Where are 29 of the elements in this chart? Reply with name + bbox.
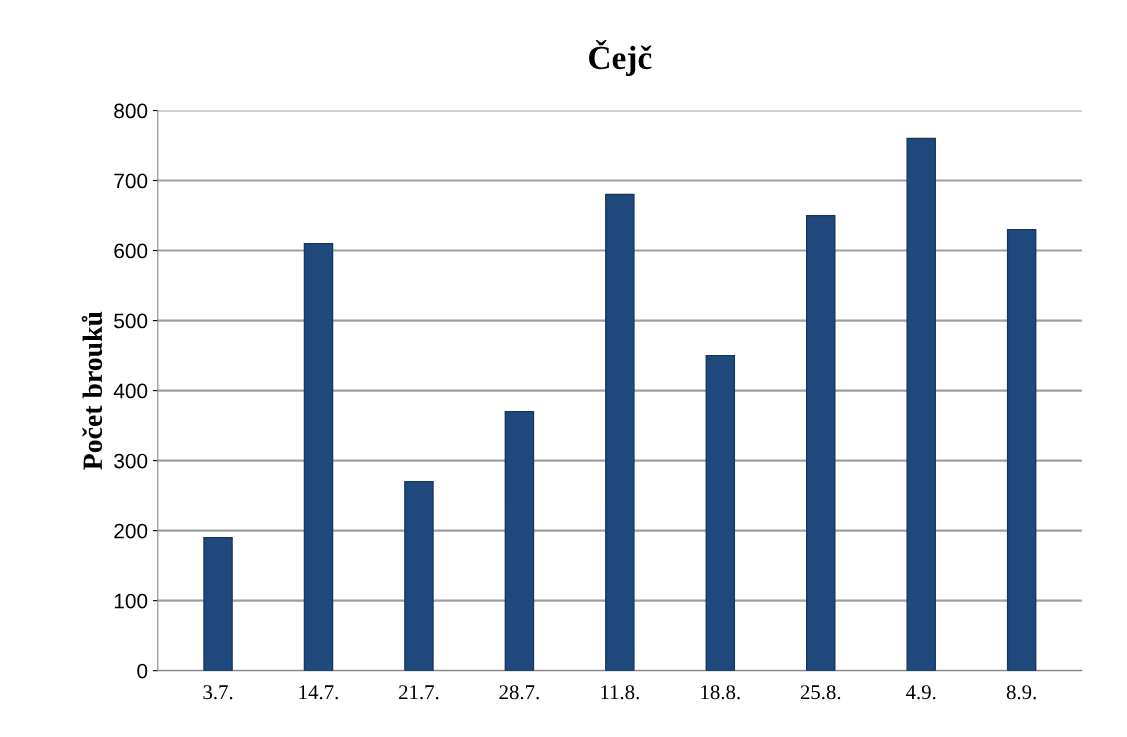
x-tick-label: 11.8. xyxy=(601,685,639,700)
x-tick-label: 3.7. xyxy=(203,685,233,700)
y-tick-label: 400 xyxy=(113,383,148,399)
x-tick-label: 18.8. xyxy=(701,685,740,700)
y-tick-label: 100 xyxy=(114,593,148,609)
y-tick-label: 500 xyxy=(114,313,148,329)
x-tick-label: 14.7. xyxy=(299,685,338,700)
y-axis-title: Počet brouků xyxy=(81,311,103,470)
y-tick-label: 800 xyxy=(114,103,148,119)
bar xyxy=(203,536,233,671)
y-tick-label: 0 xyxy=(137,663,148,679)
bar xyxy=(805,214,836,671)
bar xyxy=(303,242,334,671)
bar xyxy=(705,354,736,671)
bar xyxy=(504,410,535,671)
x-tick-label: 8.9. xyxy=(1006,685,1036,700)
x-tick-label: 21.7. xyxy=(399,685,439,700)
x-tick-label: 4.9. xyxy=(905,685,936,700)
y-tick-label: 200 xyxy=(114,523,148,539)
y-tick-label: 700 xyxy=(114,173,148,189)
x-tick-label: 25.8. xyxy=(800,685,841,700)
chart-title: Čejč xyxy=(589,40,652,76)
y-tick-label: 600 xyxy=(114,243,148,259)
bar xyxy=(605,193,635,671)
bar xyxy=(404,480,434,671)
bar xyxy=(1006,228,1037,671)
x-tick-label: 28.7. xyxy=(499,685,539,700)
y-tick-label: 300 xyxy=(114,453,148,469)
bar xyxy=(906,137,936,671)
